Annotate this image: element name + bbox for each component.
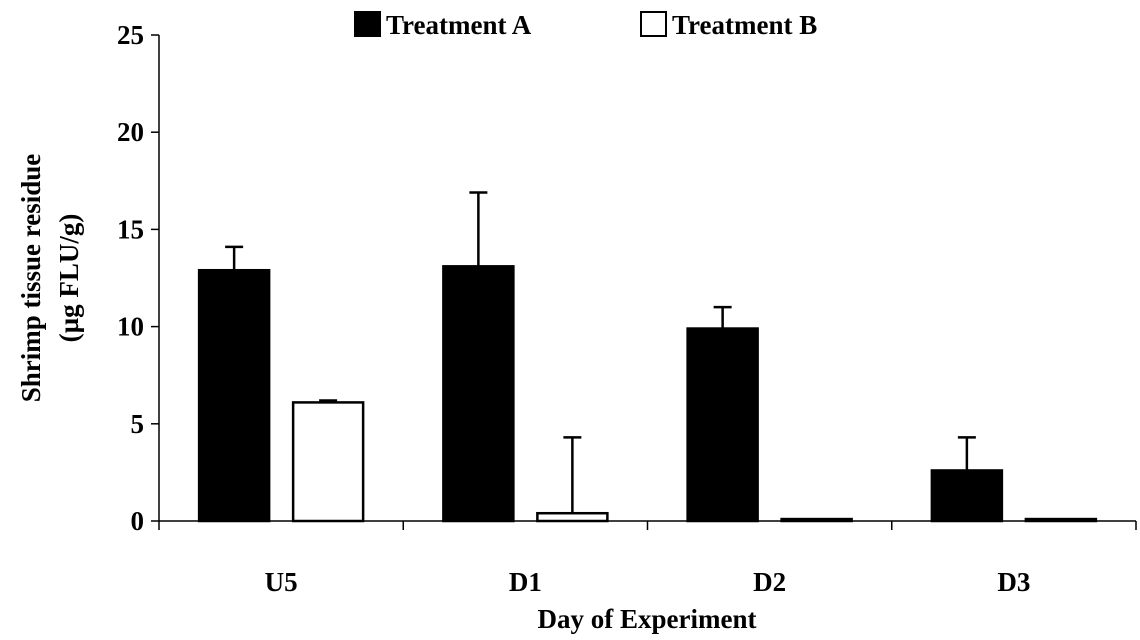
y-axis-title-line-1: Shrimp tissue residue [16,154,46,403]
x-tick-label: D2 [753,567,786,597]
y-tick-label: 10 [117,312,144,342]
legend-label-treatment-b: Treatment B [672,10,817,40]
tick-labels: 0 5 10 15 20 25 U5 D1 D2 D3 [117,20,1030,597]
bar [442,265,515,523]
x-tick-label: U5 [265,567,298,597]
legend-swatch-treatment-b [640,11,667,37]
bar [686,327,759,523]
x-tick-label: D3 [997,567,1030,597]
error-bars [225,191,976,514]
bar [197,268,271,523]
x-axis-title: Day of Experiment [538,604,757,634]
bar [780,517,853,523]
bar [291,401,365,523]
bar [536,511,609,523]
legend-label-treatment-a: Treatment A [386,10,532,40]
x-tick-label: D1 [509,567,542,597]
y-tick-label: 5 [131,409,145,439]
y-tick-label: 15 [117,214,144,244]
y-tick-label: 25 [117,20,144,50]
y-tick-label: 0 [131,506,145,536]
legend-swatch-treatment-a [354,11,381,37]
legend: Treatment A Treatment B [354,10,817,40]
y-axis-title-line-2: (µg FLU/g) [54,214,84,343]
bar [930,469,1004,523]
y-tick-label: 20 [117,117,144,147]
bar [1024,517,1098,523]
bars [197,265,1098,523]
